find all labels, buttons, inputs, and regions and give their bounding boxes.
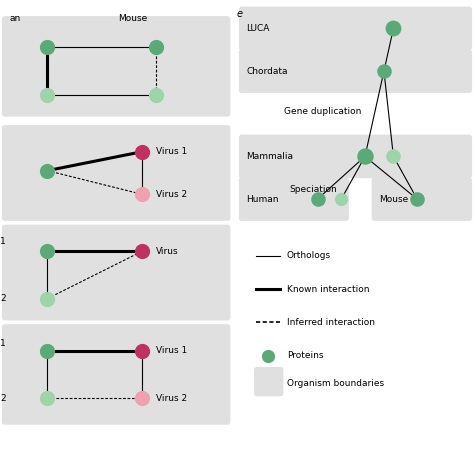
- Point: [390, 153, 397, 160]
- FancyBboxPatch shape: [239, 135, 472, 178]
- Text: Inferred interaction: Inferred interaction: [287, 318, 375, 327]
- Text: 1: 1: [0, 339, 6, 348]
- Point: [44, 295, 51, 302]
- Text: Mouse: Mouse: [118, 15, 148, 23]
- FancyBboxPatch shape: [4, 227, 76, 318]
- Text: Virus: Virus: [156, 247, 179, 255]
- Point: [390, 25, 397, 32]
- FancyBboxPatch shape: [4, 128, 76, 219]
- Point: [44, 347, 51, 355]
- Text: Human: Human: [246, 195, 279, 203]
- Point: [138, 148, 146, 155]
- FancyBboxPatch shape: [254, 367, 283, 396]
- FancyBboxPatch shape: [101, 128, 226, 178]
- Point: [264, 352, 272, 359]
- Point: [413, 195, 421, 203]
- Point: [153, 91, 160, 99]
- FancyBboxPatch shape: [106, 18, 226, 114]
- FancyBboxPatch shape: [239, 49, 472, 93]
- Text: Gene duplication: Gene duplication: [284, 107, 362, 116]
- Text: Orthologs: Orthologs: [287, 252, 331, 260]
- Text: Virus 2: Virus 2: [156, 394, 188, 402]
- Text: Virus 1: Virus 1: [156, 346, 188, 355]
- Text: e: e: [237, 9, 243, 19]
- Point: [44, 44, 51, 51]
- Text: Proteins: Proteins: [287, 351, 323, 360]
- Point: [44, 167, 51, 174]
- FancyBboxPatch shape: [101, 168, 226, 219]
- Point: [44, 91, 51, 99]
- Point: [314, 195, 321, 203]
- FancyBboxPatch shape: [101, 329, 226, 377]
- FancyBboxPatch shape: [2, 16, 230, 117]
- Point: [138, 247, 146, 255]
- Text: Mouse: Mouse: [379, 195, 409, 203]
- Point: [44, 394, 51, 402]
- Point: [138, 347, 146, 355]
- Point: [44, 247, 51, 255]
- Text: Speciation: Speciation: [289, 185, 337, 194]
- Text: LUCA: LUCA: [246, 24, 270, 33]
- Text: 1: 1: [0, 237, 6, 246]
- Point: [138, 191, 146, 198]
- FancyBboxPatch shape: [239, 177, 349, 221]
- FancyBboxPatch shape: [4, 327, 76, 422]
- Text: an: an: [9, 15, 21, 23]
- FancyBboxPatch shape: [2, 125, 230, 221]
- Point: [380, 67, 388, 75]
- Text: Known interaction: Known interaction: [287, 285, 369, 293]
- Point: [153, 44, 160, 51]
- FancyBboxPatch shape: [2, 324, 230, 425]
- FancyBboxPatch shape: [4, 18, 76, 114]
- FancyBboxPatch shape: [101, 241, 226, 292]
- FancyBboxPatch shape: [101, 374, 226, 422]
- FancyBboxPatch shape: [372, 177, 472, 221]
- Point: [361, 153, 369, 160]
- Text: Virus 1: Virus 1: [156, 147, 188, 156]
- Text: 2: 2: [0, 394, 6, 402]
- Text: Virus 2: Virus 2: [156, 190, 188, 199]
- Text: 2: 2: [0, 294, 6, 303]
- Text: Organism boundaries: Organism boundaries: [287, 380, 384, 388]
- Point: [337, 195, 345, 203]
- Text: Chordata: Chordata: [246, 67, 288, 75]
- Point: [138, 394, 146, 402]
- FancyBboxPatch shape: [239, 7, 472, 50]
- Text: Mammalia: Mammalia: [246, 152, 293, 161]
- FancyBboxPatch shape: [2, 225, 230, 320]
